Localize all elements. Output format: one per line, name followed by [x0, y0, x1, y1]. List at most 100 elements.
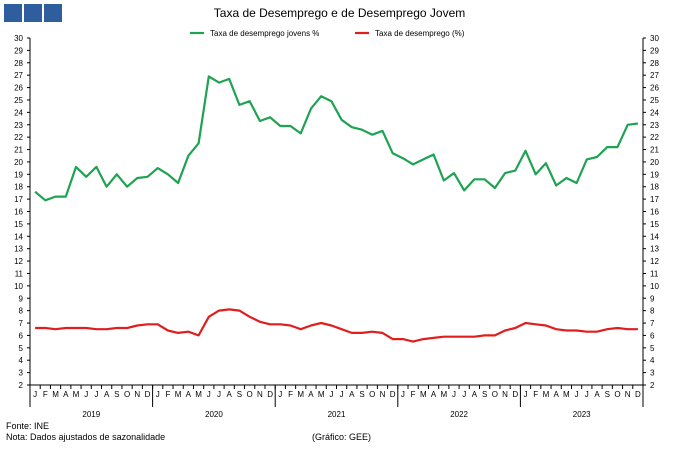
y-tick-label-right: 25 [650, 96, 659, 105]
x-tick-label-month: F [288, 390, 293, 399]
y-tick-label-right: 15 [650, 220, 659, 229]
x-tick-label-month: S [359, 390, 364, 399]
y-tick-label-right: 4 [650, 356, 655, 365]
y-tick-label-right: 3 [650, 369, 655, 378]
x-tick-label-month: J [575, 390, 579, 399]
x-tick-label-month: S [114, 390, 119, 399]
x-tick-label-month: M [318, 390, 325, 399]
x-tick-label-month: D [390, 390, 396, 399]
x-tick-label-month: A [472, 390, 478, 399]
x-tick-label-year: 2022 [450, 410, 468, 419]
x-tick-label-month: O [369, 390, 375, 399]
x-tick-label-month: O [614, 390, 620, 399]
credit-text: (Gráfico: GEE) [312, 432, 372, 442]
x-tick-label-month: J [207, 390, 211, 399]
y-tick-label-right: 27 [650, 71, 659, 80]
y-tick-label-right: 8 [650, 307, 655, 316]
x-tick-label-month: D [635, 390, 641, 399]
x-tick-label-month: F [43, 390, 48, 399]
y-tick-label-right: 6 [650, 331, 655, 340]
x-tick-label-month: J [278, 390, 282, 399]
y-tick-label-right: 23 [650, 121, 659, 130]
y-tick-label-left: 17 [14, 195, 23, 204]
legend-label-youth: Taxa de desemprego jovens % [210, 29, 319, 38]
y-tick-label-right: 16 [650, 208, 659, 217]
x-tick-label-month: N [380, 390, 386, 399]
y-tick-label-left: 11 [15, 269, 24, 278]
y-tick-label-left: 30 [14, 34, 23, 43]
y-tick-label-right: 7 [650, 319, 655, 328]
x-tick-label-month: J [329, 390, 333, 399]
y-tick-label-left: 15 [14, 220, 23, 229]
y-tick-label-left: 29 [14, 46, 23, 55]
y-tick-label-left: 27 [14, 71, 23, 80]
x-tick-label-month: M [175, 390, 182, 399]
x-tick-label-month: J [340, 390, 344, 399]
y-tick-label-left: 14 [14, 232, 23, 241]
x-tick-label-month: J [94, 390, 98, 399]
x-tick-label-month: O [124, 390, 130, 399]
chart-title: Taxa de Desemprego e de Desemprego Jovem [213, 6, 466, 20]
x-tick-label-month: N [502, 390, 508, 399]
y-tick-label-right: 22 [650, 133, 659, 142]
y-tick-label-left: 19 [14, 170, 23, 179]
x-tick-label-month: J [33, 390, 37, 399]
x-tick-label-month: M [420, 390, 427, 399]
y-tick-label-right: 26 [650, 84, 659, 93]
x-tick-label-month: A [553, 390, 559, 399]
x-tick-label-month: S [482, 390, 487, 399]
x-tick-label-year: 2021 [328, 410, 346, 419]
y-tick-label-left: 25 [14, 96, 23, 105]
y-tick-label-right: 29 [650, 46, 659, 55]
x-tick-label-month: O [492, 390, 498, 399]
x-tick-label-month: J [156, 390, 160, 399]
x-tick-label-year: 2020 [205, 410, 223, 419]
y-tick-label-left: 18 [14, 183, 23, 192]
y-tick-label-left: 6 [19, 331, 24, 340]
y-tick-label-left: 8 [19, 307, 24, 316]
y-tick-label-left: 10 [14, 282, 23, 291]
series-line-youth [34, 75, 639, 202]
legend-label-total: Taxa de desemprego (%) [375, 29, 465, 38]
logo-block-2 [24, 4, 42, 22]
x-tick-label-year: 2019 [82, 410, 100, 419]
x-tick-label-month: A [186, 390, 192, 399]
x-tick-label-month: A [227, 390, 233, 399]
y-tick-label-right: 21 [650, 146, 659, 155]
x-tick-label-month: F [533, 390, 538, 399]
x-tick-label-month: J [462, 390, 466, 399]
y-tick-label-left: 12 [14, 257, 23, 266]
x-tick-label-month: D [267, 390, 273, 399]
y-tick-label-right: 9 [650, 294, 655, 303]
x-tick-label-month: J [217, 390, 221, 399]
x-tick-label-month: N [134, 390, 140, 399]
y-tick-label-right: 2 [650, 381, 655, 390]
x-tick-label-month: A [349, 390, 355, 399]
y-tick-label-right: 17 [650, 195, 659, 204]
y-tick-label-right: 12 [650, 257, 659, 266]
x-tick-label-month: M [543, 390, 550, 399]
y-tick-label-left: 28 [14, 59, 23, 68]
x-tick-label-month: M [297, 390, 304, 399]
x-tick-label-month: J [524, 390, 528, 399]
logo-block-3 [44, 4, 62, 22]
y-tick-label-right: 28 [650, 59, 659, 68]
x-tick-label-month: S [605, 390, 610, 399]
y-tick-label-right: 10 [650, 282, 659, 291]
x-tick-label-year: 2023 [573, 410, 591, 419]
y-tick-label-left: 2 [19, 381, 24, 390]
x-tick-label-month: J [585, 390, 589, 399]
series-line-total [35, 308, 638, 343]
x-tick-label-month: A [308, 390, 314, 399]
y-tick-label-right: 30 [650, 34, 659, 43]
x-tick-label-month: F [165, 390, 170, 399]
x-tick-label-month: M [73, 390, 80, 399]
y-tick-label-left: 23 [14, 121, 23, 130]
x-tick-label-month: D [145, 390, 151, 399]
y-tick-label-right: 20 [650, 158, 659, 167]
y-tick-label-right: 24 [650, 108, 659, 117]
x-tick-label-month: M [52, 390, 59, 399]
y-tick-label-left: 4 [19, 356, 24, 365]
x-tick-label-month: A [63, 390, 69, 399]
